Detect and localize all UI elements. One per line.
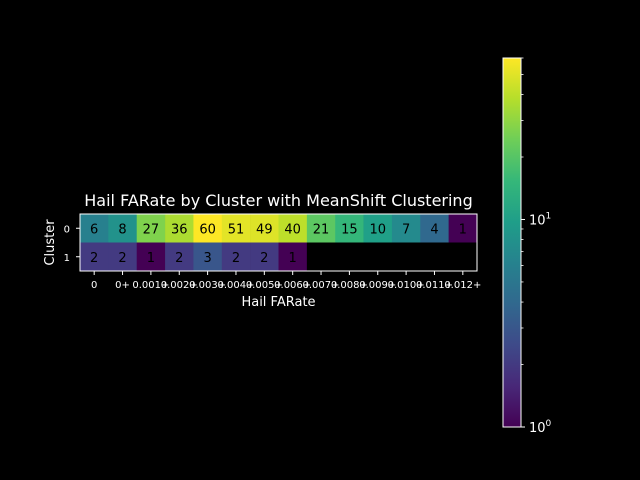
heatmap-cell	[306, 242, 336, 272]
y-axis-ticks: 01	[64, 224, 80, 264]
chart-title: Hail FARate by Cluster with MeanShift Cl…	[84, 191, 472, 210]
heatmap-cell	[221, 242, 251, 272]
cell-value-label: 2	[260, 251, 268, 266]
x-tick-label: 0.011+	[416, 280, 453, 291]
x-tick-label: 0.002+	[161, 280, 198, 291]
heatmap-cell	[250, 242, 279, 272]
heatmap-cell	[448, 214, 478, 243]
heatmap-cell	[136, 214, 166, 243]
heatmap-cell	[420, 242, 449, 272]
cell-value-label: 49	[256, 222, 273, 237]
cell-value-label: 51	[228, 222, 245, 237]
cell-value-label: 2	[175, 251, 183, 266]
heatmap-cell	[193, 214, 223, 243]
heatmap-cell	[420, 214, 449, 243]
colorbar-tick-label: 101	[529, 211, 551, 228]
cell-value-label: 10	[369, 222, 386, 237]
x-tick-label: 0+	[115, 280, 130, 291]
y-tick-label: 1	[64, 253, 70, 264]
x-tick-label: 0.006+	[274, 280, 311, 291]
heatmap-cell	[306, 214, 336, 243]
x-tick-label: 0.001+	[132, 280, 169, 291]
cell-value-label: 36	[171, 222, 188, 237]
heatmap-cell	[278, 214, 308, 243]
cell-value-label: 6	[90, 222, 98, 237]
heatmap-cell	[80, 214, 109, 243]
colorbar	[502, 57, 522, 428]
cell-value-label: 2	[232, 251, 240, 266]
x-axis-label: Hail FARate	[241, 295, 315, 310]
cell-value-label: 1	[459, 222, 467, 237]
heatmap-cell	[193, 242, 223, 272]
x-tick-label: 0.012+	[444, 280, 481, 291]
cell-value-label: 2	[118, 251, 126, 266]
heatmap-cell	[335, 242, 364, 272]
y-axis-label: Cluster	[43, 219, 58, 266]
cell-value-label: 1	[147, 251, 155, 266]
heatmap-cell	[165, 242, 194, 272]
heatmap-cell	[335, 214, 364, 243]
heatmap-cell	[165, 214, 194, 243]
cell-value-label: 21	[313, 222, 330, 237]
colorbar-ticks: 100 101	[521, 57, 552, 436]
heatmap-cell	[278, 242, 308, 272]
heatmap-cell	[221, 214, 251, 243]
x-tick-label: 0.005+	[246, 280, 283, 291]
heatmap-cell	[108, 214, 138, 243]
cell-value-label: 2	[90, 251, 98, 266]
x-tick-label: 0.003+	[189, 280, 226, 291]
x-axis-ticks: 0 0+ 0.001+0.002+0.003+0.004+0.005+0.006+0…	[91, 271, 481, 291]
heatmap-cell	[363, 242, 393, 272]
cell-value-label: 40	[284, 222, 301, 237]
x-tick-label: 0.008+	[331, 280, 368, 291]
heatmap-cell	[391, 214, 421, 243]
heatmap-cell-labels: 6 8 27 36 60 51 49 40 21 15 10 7 4 12 2 1 2 3 2 2 1	[90, 222, 467, 266]
x-tick-label: 0.007+	[303, 280, 340, 291]
cell-value-label: 27	[143, 222, 160, 237]
heatmap-cell	[448, 242, 478, 272]
x-tick-label: 0	[91, 280, 97, 291]
cell-value-label: 60	[199, 222, 216, 237]
cell-value-label: 4	[430, 222, 438, 237]
x-tick-label: 0.004+	[217, 280, 254, 291]
heatmap-cell	[80, 242, 109, 272]
heatmap-cell	[108, 242, 138, 272]
cell-value-label: 1	[289, 251, 297, 266]
cell-value-label: 15	[341, 222, 358, 237]
heatmap-cell	[250, 214, 279, 243]
cell-value-label: 8	[118, 222, 126, 237]
colorbar-tick-label: 100	[529, 419, 552, 436]
heatmap-cell	[363, 214, 393, 243]
heatmap-cell	[136, 242, 166, 272]
cell-value-label: 7	[402, 222, 410, 237]
x-tick-label: 0.009+	[359, 280, 396, 291]
heatmap-cell	[391, 242, 421, 272]
cell-value-label: 3	[203, 251, 211, 266]
plot-frame	[79, 213, 478, 272]
x-tick-label: 0.010+	[388, 280, 425, 291]
heatmap-cells	[80, 214, 478, 272]
y-tick-label: 0	[64, 224, 70, 235]
